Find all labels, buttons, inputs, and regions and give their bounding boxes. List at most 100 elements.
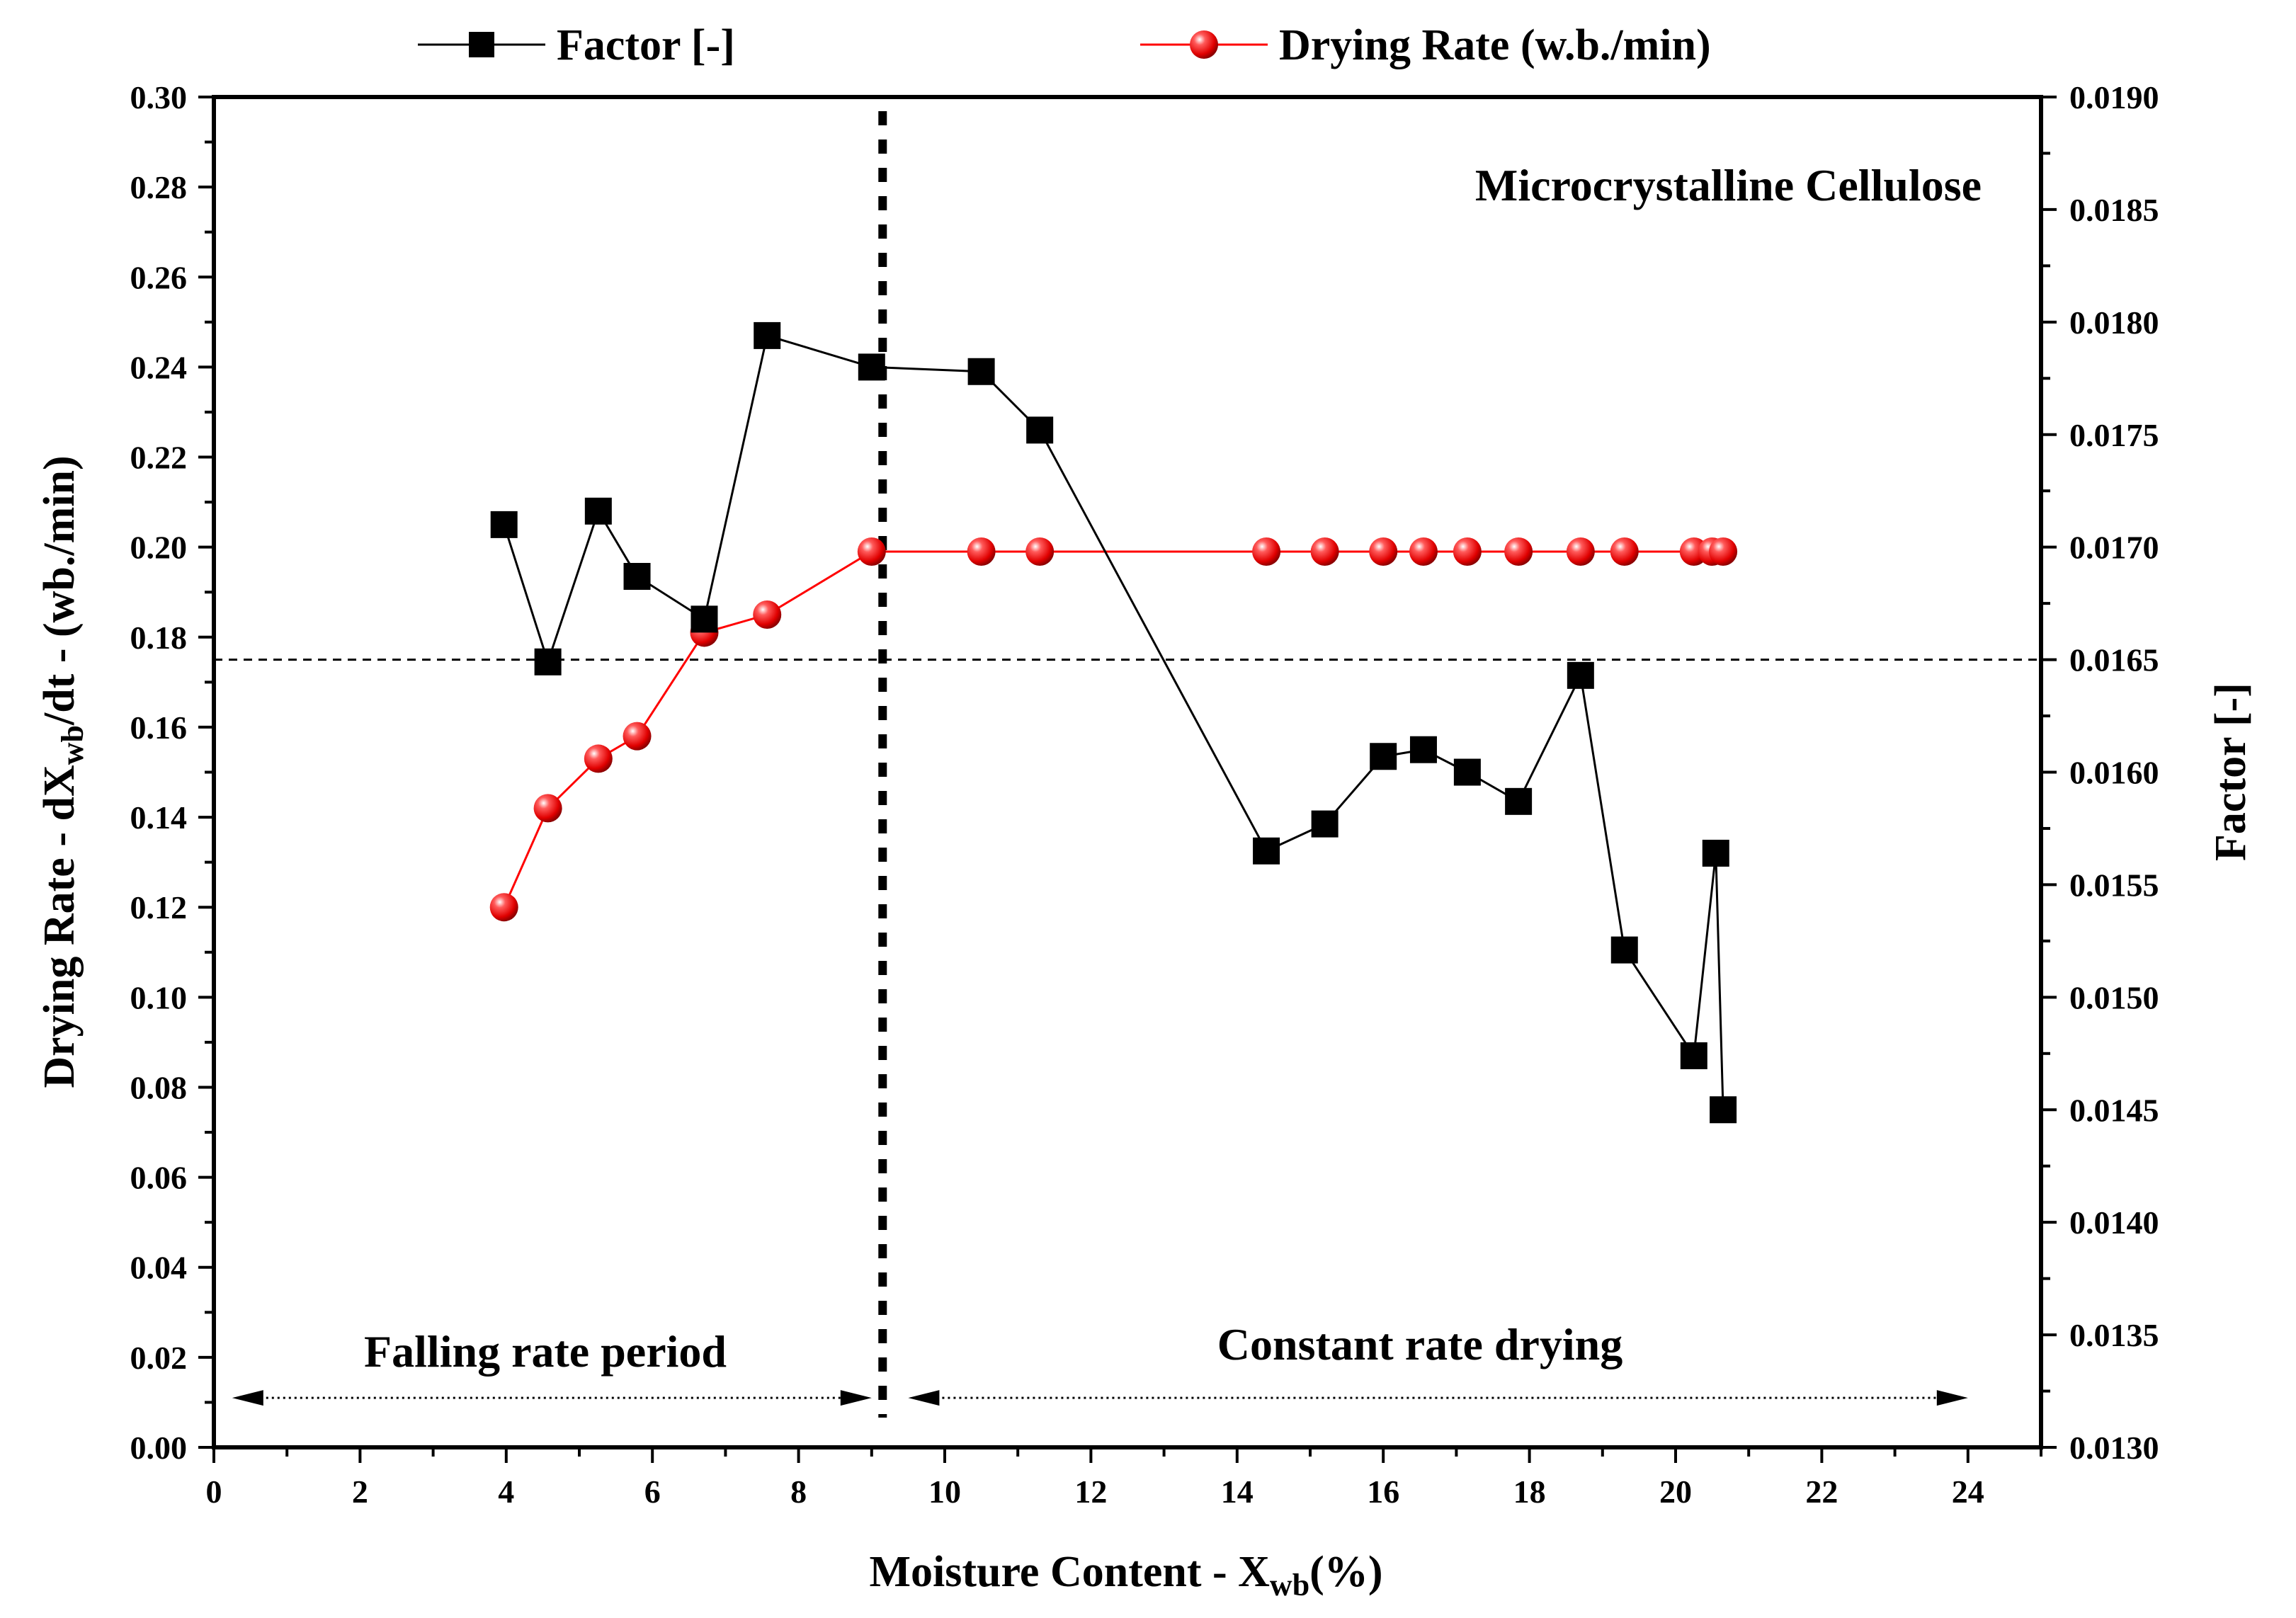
y-right-tick-label: 0.0145 xyxy=(2069,1092,2159,1128)
y-left-tick-label: 0.18 xyxy=(130,620,188,656)
drying-rate-point xyxy=(1566,537,1595,566)
drying-rate-point xyxy=(857,537,886,566)
y-right-tick-label: 0.0130 xyxy=(2069,1430,2159,1466)
legend-rate-marker xyxy=(1190,30,1218,59)
drying-rate-point xyxy=(967,537,996,566)
legend-factor-marker xyxy=(469,32,494,57)
constant-arrow-head-right xyxy=(1936,1390,1968,1406)
factor-point xyxy=(1453,758,1481,786)
drying-rate-point xyxy=(1252,537,1281,566)
falling-arrow-head-right xyxy=(840,1390,872,1406)
y-left-tick-label: 0.10 xyxy=(130,979,188,1015)
plot-frame xyxy=(212,95,2043,1449)
factor-point xyxy=(1505,787,1533,815)
legend: Factor [-] Drying Rate (w.b./min) xyxy=(418,21,1711,69)
factor-point xyxy=(623,562,651,590)
factor-point xyxy=(584,497,612,525)
x-tick-label: 8 xyxy=(790,1474,807,1510)
y-right-tick-label: 0.0180 xyxy=(2069,304,2159,341)
factor-point xyxy=(1311,810,1339,838)
factor-point xyxy=(1409,736,1437,763)
drying-rate-point xyxy=(1504,537,1533,566)
x-tick-label: 18 xyxy=(1513,1474,1546,1510)
drying-rate-point xyxy=(533,794,562,823)
factor-point xyxy=(1710,1096,1737,1124)
drying-rate-point xyxy=(1369,537,1398,566)
factor-point xyxy=(490,511,518,538)
y-left-tick-label: 0.24 xyxy=(130,349,188,385)
factor-point xyxy=(1702,839,1729,867)
period-arrows xyxy=(232,1390,1968,1406)
y-left-tick-label: 0.00 xyxy=(130,1430,188,1466)
legend-rate-label: Drying Rate (w.b./min) xyxy=(1279,21,1711,69)
drying-rate-point xyxy=(753,600,782,629)
y-right-tick-label: 0.0165 xyxy=(2069,642,2159,678)
y-left-tick-label: 0.14 xyxy=(130,799,188,836)
x-tick-label: 22 xyxy=(1805,1474,1838,1510)
factor-point xyxy=(1370,743,1397,770)
x-tick-label: 10 xyxy=(928,1474,961,1510)
factor-point xyxy=(1680,1042,1707,1069)
x-tick-label: 0 xyxy=(206,1474,222,1510)
drying-rate-point xyxy=(1709,537,1738,566)
factor-point xyxy=(690,605,718,633)
reference-lines xyxy=(214,111,2041,1418)
factor-point xyxy=(754,321,781,349)
drying-rate-point xyxy=(584,744,613,773)
x-tick-label: 14 xyxy=(1221,1474,1254,1510)
x-tick-label: 24 xyxy=(1952,1474,1984,1510)
y-left-tick-label: 0.02 xyxy=(130,1340,188,1376)
annotation-falling-period: Falling rate period xyxy=(364,1326,727,1377)
factor-point xyxy=(1610,936,1638,964)
x-tick-label: 20 xyxy=(1659,1474,1692,1510)
y-right-tick-label: 0.0175 xyxy=(2069,417,2159,453)
factor-point xyxy=(1567,661,1594,689)
x-tick-label: 2 xyxy=(352,1474,368,1510)
y-right-tick-label: 0.0140 xyxy=(2069,1204,2159,1241)
y-left-tick-label: 0.28 xyxy=(130,169,188,205)
y-left-tick-label: 0.22 xyxy=(130,440,188,476)
y-right-tick-label: 0.0170 xyxy=(2069,530,2159,566)
drying-rate-point xyxy=(489,893,518,922)
factor-line xyxy=(503,334,1724,1110)
y-right-tick-label: 0.0160 xyxy=(2069,755,2159,791)
legend-factor-label: Factor [-] xyxy=(557,21,735,69)
drying-rate-point xyxy=(1610,537,1639,566)
drying-rate-point xyxy=(1310,537,1339,566)
x-tick-label: 12 xyxy=(1074,1474,1107,1510)
y-left-tick-label: 0.06 xyxy=(130,1160,188,1196)
factor-point xyxy=(1253,837,1280,865)
factor-point xyxy=(1026,416,1054,444)
x-axis-title: Moisture Content - Xwb(%) xyxy=(870,1548,1383,1602)
y-right-tick-label: 0.0135 xyxy=(2069,1317,2159,1353)
drying-rate-point xyxy=(1453,537,1482,566)
x-axis: 0 2 4 6 8 10 12 14 16 18 20 22 24 xyxy=(206,1447,2042,1510)
factor-point xyxy=(534,648,562,676)
y-left-tick-label: 0.26 xyxy=(130,259,188,295)
drying-rate-line xyxy=(503,550,1724,908)
annotation-material: Microcrystalline Cellulose xyxy=(1475,160,1982,210)
y-axis-left-title: Drying Rate - dXwb/dt - (wb./min) xyxy=(35,455,90,1088)
y-axis-right-title: Factor [-] xyxy=(2207,683,2255,861)
drying-rate-point xyxy=(1409,537,1438,566)
series-factor xyxy=(490,321,1737,1124)
x-tick-label: 6 xyxy=(644,1474,661,1510)
y-axis-left: 0.00 0.02 0.04 0.06 0.08 0.10 0.12 0.14 0.16 0.18… xyxy=(130,79,214,1466)
y-left-tick-label: 0.30 xyxy=(130,79,188,115)
y-right-tick-label: 0.0185 xyxy=(2069,192,2159,228)
y-left-tick-label: 0.04 xyxy=(130,1250,188,1286)
y-left-tick-label: 0.12 xyxy=(130,889,188,925)
annotation-constant-period: Constant rate drying xyxy=(1217,1319,1622,1369)
constant-arrow-head-left xyxy=(908,1390,940,1406)
factor-point xyxy=(967,358,995,385)
y-left-tick-label: 0.08 xyxy=(130,1069,188,1105)
y-right-tick-label: 0.0190 xyxy=(2069,79,2159,115)
y-right-tick-label: 0.0150 xyxy=(2069,979,2159,1015)
series-drying-rate xyxy=(489,537,1738,922)
x-tick-label: 4 xyxy=(498,1474,514,1510)
y-left-tick-label: 0.20 xyxy=(130,530,188,566)
factor-point xyxy=(858,353,885,381)
y-axis-right: 0.0130 0.0135 0.0140 0.0145 0.0150 0.0155 0.01… xyxy=(2041,79,2159,1466)
drying-rate-point xyxy=(623,722,652,751)
